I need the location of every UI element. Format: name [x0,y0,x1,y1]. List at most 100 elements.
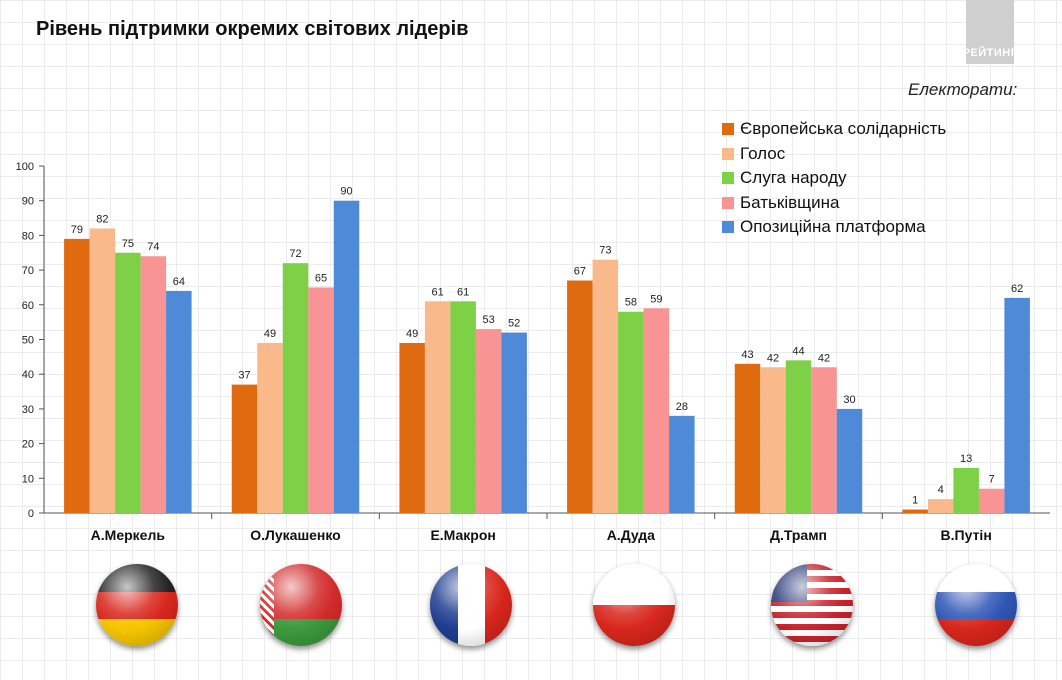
chart-title: Рівень підтримки окремих світових лідері… [36,18,469,40]
legend-item: Європейська солідарність [722,117,946,142]
legend-label: Батьківщина [740,192,840,212]
data-label: 52 [508,318,520,330]
bar [902,509,928,513]
y-tick-label: 80 [22,230,34,242]
data-label: 62 [1011,283,1023,295]
legend-label: Голос [740,143,786,163]
bar [836,408,863,513]
bar [64,238,90,513]
legend-item: Слуга народу [722,166,946,191]
brand-logo: РЕЙТИНГ [963,0,1017,64]
bar [140,256,167,513]
data-label: 49 [264,328,276,340]
data-label: 61 [457,286,469,298]
bar [1004,297,1030,513]
bar [643,308,670,513]
x-tick-label: А.Дуда [607,527,655,543]
legend-label: Опозиційна платформа [740,217,926,237]
data-label: 7 [989,474,995,486]
data-label: 82 [96,213,108,225]
bar [592,259,619,513]
bar [89,228,116,513]
legend-item: Батьківщина [722,191,946,216]
russia-flag-icon [935,564,1017,646]
data-label: 42 [767,352,779,364]
y-tick-label: 60 [22,300,34,312]
bar [927,499,954,513]
bar [953,467,979,513]
bar [811,367,837,513]
france-flag-icon [430,564,512,646]
data-label: 74 [147,241,159,253]
y-tick-label: 20 [22,439,34,451]
data-label: 79 [71,224,83,236]
data-label: 65 [315,272,327,284]
usa-flag-icon [771,564,853,646]
data-label: 53 [483,314,495,326]
data-label: 64 [173,276,185,288]
legend-label: Європейська солідарність [740,119,947,139]
x-tick-label: Е.Макрон [430,527,495,543]
data-label: 13 [960,453,972,465]
y-tick-label: 100 [16,161,34,173]
bar [257,342,283,513]
bar [475,329,502,513]
bar [760,367,786,513]
data-label: 59 [650,293,662,305]
bar [669,415,695,513]
legend-swatch [722,147,734,160]
legend-item: Голос [722,142,946,167]
bar [282,263,309,513]
bar [333,200,360,513]
data-label: 67 [574,266,586,278]
bar [567,280,593,513]
y-tick-label: 40 [22,369,34,381]
legend-swatch [722,172,734,185]
legend-label: Слуга народу [740,168,847,188]
data-label: 4 [938,484,944,496]
bar [785,360,812,513]
data-label: 28 [676,401,688,413]
bar [978,488,1005,513]
data-label: 58 [625,297,637,309]
poland-flag-icon [593,564,675,646]
bar [231,384,258,513]
data-label: 72 [289,248,301,260]
data-label: 73 [599,245,611,257]
legend-swatch [722,221,734,234]
data-label: 1 [912,495,918,507]
y-tick-label: 0 [28,508,34,520]
x-tick-label: О.Лукашенко [250,527,340,543]
y-tick-label: 70 [22,265,34,277]
data-label: 75 [122,238,134,250]
data-label: 61 [432,286,444,298]
bar [450,301,476,513]
x-tick-label: Д.Трамп [770,527,827,543]
legend-swatch [722,196,734,209]
bar [399,342,425,513]
legend-swatch [722,123,734,136]
data-label: 90 [340,186,352,198]
data-label: 43 [741,349,753,361]
x-tick-label: А.Меркель [91,527,166,543]
legend-title: Електорати: [908,80,1018,99]
y-tick-label: 90 [22,196,34,208]
germany-flag-icon [96,564,178,646]
chart-legend: Європейська солідарність Голос Слуга народ… [722,117,946,240]
belarus-flag-icon [260,564,342,646]
y-tick-label: 30 [22,404,34,416]
bar [166,290,192,513]
data-label: 30 [843,394,855,406]
data-label: 44 [792,345,804,357]
x-tick-label: В.Путін [941,527,992,543]
bar [115,252,141,513]
bar [424,301,451,513]
data-label: 49 [406,328,418,340]
bar [308,287,334,513]
y-tick-label: 50 [22,335,34,347]
bar [501,332,527,513]
data-label: 37 [238,370,250,382]
legend-item: Опозиційна платформа [722,215,946,240]
bar [618,311,644,513]
